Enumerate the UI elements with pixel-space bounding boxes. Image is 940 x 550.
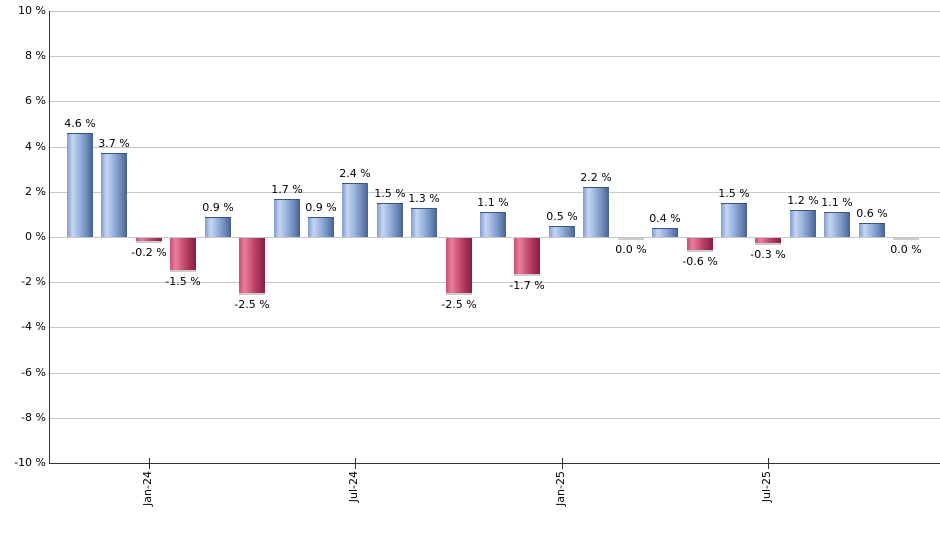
bar: [411, 208, 437, 237]
gridline: [49, 101, 940, 102]
y-axis-tick-label: 2 %: [25, 185, 46, 198]
bar: [239, 238, 265, 295]
bar: [618, 238, 644, 240]
bar: [824, 212, 850, 237]
bar-value-label: 2.4 %: [339, 167, 371, 180]
gridline: [49, 373, 940, 374]
bar: [308, 217, 334, 237]
bar: [859, 223, 885, 237]
bar-value-label: 3.7 %: [98, 137, 130, 150]
x-axis-tick: [562, 458, 563, 469]
y-axis-tick-label: 6 %: [25, 94, 46, 107]
y-axis-tick-label: 8 %: [25, 49, 46, 62]
x-axis-tick-label: Jan-25: [554, 471, 567, 506]
x-axis-tick: [355, 458, 356, 469]
gridline: [49, 237, 940, 238]
y-axis-tick-label: -2 %: [21, 275, 46, 288]
bar: [790, 210, 816, 237]
bar: [205, 217, 231, 237]
y-axis-line: [49, 11, 50, 464]
bar-value-label: 4.6 %: [64, 117, 96, 130]
bar: [67, 133, 93, 237]
bar-value-label: 1.1 %: [477, 196, 509, 209]
gridline: [49, 56, 940, 57]
bar: [274, 199, 300, 237]
bar: [893, 238, 919, 240]
bar-value-label: -0.6 %: [682, 255, 718, 268]
bar-value-label: -2.5 %: [441, 298, 477, 311]
bar-value-label: 0.9 %: [305, 201, 337, 214]
bar-value-label: -1.7 %: [509, 279, 545, 292]
bar-value-label: 0.4 %: [649, 212, 681, 225]
bar-value-label: -2.5 %: [234, 298, 270, 311]
y-axis-tick-label: 0 %: [25, 230, 46, 243]
bar: [136, 238, 162, 243]
bar-value-label: 0.0 %: [615, 243, 647, 256]
bar: [755, 238, 781, 245]
bar: [687, 238, 713, 252]
bar-value-label: 0.6 %: [856, 207, 888, 220]
gridline: [49, 418, 940, 419]
bar: [480, 212, 506, 237]
y-axis-tick-label: -10 %: [14, 456, 46, 469]
bar-value-label: 1.5 %: [374, 187, 406, 200]
bar-value-label: 0.5 %: [546, 210, 578, 223]
bar-value-label: -1.5 %: [165, 275, 201, 288]
bar-value-label: 2.2 %: [580, 171, 612, 184]
gridline: [49, 11, 940, 12]
bar-value-label: -0.2 %: [131, 246, 167, 259]
y-axis-tick-label: 10 %: [18, 4, 46, 17]
gridline: [49, 327, 940, 328]
x-axis-tick-label: Jul-25: [760, 471, 773, 503]
bar: [101, 153, 127, 237]
y-axis-tick-label: -4 %: [21, 320, 46, 333]
bar: [446, 238, 472, 295]
bar: [549, 226, 575, 237]
x-axis-tick-label: Jul-24: [347, 471, 360, 503]
bar-value-label: 1.3 %: [408, 192, 440, 205]
y-axis-tick-label: 4 %: [25, 140, 46, 153]
bar: [514, 238, 540, 276]
gridline: [49, 192, 940, 193]
bar-value-label: 1.2 %: [787, 194, 819, 207]
bar-value-label: 0.0 %: [890, 243, 922, 256]
x-axis-tick-label: Jan-24: [141, 471, 154, 506]
bar: [170, 238, 196, 272]
bar-value-label: 0.9 %: [202, 201, 234, 214]
bar: [583, 187, 609, 237]
gridline: [49, 147, 940, 148]
bar-value-label: 1.7 %: [271, 183, 303, 196]
x-axis-tick: [149, 458, 150, 469]
bar: [721, 203, 747, 237]
bar-value-label: 1.5 %: [718, 187, 750, 200]
y-axis-tick-label: -8 %: [21, 411, 46, 424]
x-axis-line: [49, 463, 940, 464]
bar: [377, 203, 403, 237]
y-axis-tick-label: -6 %: [21, 366, 46, 379]
bar-value-label: -0.3 %: [750, 248, 786, 261]
bar: [652, 228, 678, 237]
bar: [342, 183, 368, 237]
bar-value-label: 1.1 %: [821, 196, 853, 209]
gridline: [49, 282, 940, 283]
x-axis-tick: [768, 458, 769, 469]
